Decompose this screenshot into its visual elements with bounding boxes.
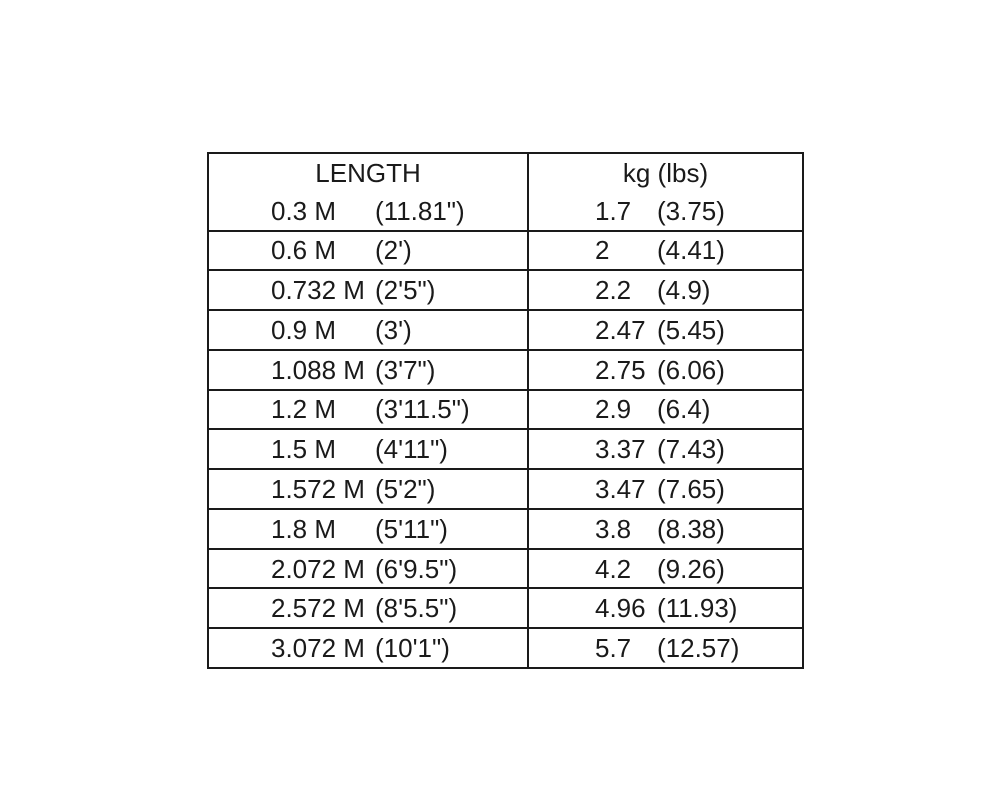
weight-lbs-value: (9.26) [657, 553, 725, 584]
weight-cell: 3.8 (8.38) [529, 510, 802, 548]
table-row: 1.088 M (3'7") 2.75 (6.06) [209, 348, 802, 389]
weight-lbs-value: (6.06) [657, 354, 725, 385]
length-metric-value: 1.5 M [271, 434, 337, 465]
weight-kg-value: 2.2 [595, 275, 632, 306]
length-cell: 1.2 M (3'11.5") [209, 390, 529, 429]
weight-kg-value: 2.75 [595, 354, 646, 385]
length-metric-value: 0.6 M [271, 235, 337, 266]
length-cell: 0.732 M (2'5") [209, 271, 529, 310]
length-imperial-value: (11.81") [375, 195, 465, 226]
length-metric-value: 0.732 M [271, 275, 365, 306]
length-imperial-value: (5'11") [375, 513, 448, 544]
length-imperial-value: (6'9.5") [375, 553, 458, 584]
length-cell: 2.072 M (6'9.5") [209, 549, 529, 588]
length-imperial-value: (8'5.5") [375, 593, 458, 624]
weight-lbs-value: (11.93) [657, 593, 738, 624]
weight-lbs-value: (8.38) [657, 513, 725, 544]
weight-lbs-value: (3.75) [657, 195, 725, 226]
length-imperial-value: (10'1") [375, 633, 450, 664]
length-cell: 3.072 M (10'1") [209, 629, 529, 667]
length-metric-value: 1.088 M [271, 354, 365, 385]
length-imperial-value: (3') [375, 314, 412, 345]
length-cell: 0.3 M (11.81") [209, 191, 529, 230]
table-row: 2.572 M (8'5.5") 4.96 (11.93) [209, 587, 802, 628]
length-imperial-value: (3'11.5") [375, 394, 470, 425]
weight-cell: 2.75 (6.06) [529, 351, 802, 389]
weight-kg-value: 2.47 [595, 314, 646, 345]
table-row: 1.8 M (5'11") 3.8 (8.38) [209, 507, 802, 548]
length-metric-value: 3.072 M [271, 633, 365, 664]
weight-cell: 3.47 (7.65) [529, 470, 802, 508]
weight-cell: 4.2 (9.26) [529, 550, 802, 588]
weight-column-header: kg (lbs) [622, 157, 709, 188]
weight-cell: 2.9 (6.4) [529, 391, 802, 429]
table-row: 1.2 M (3'11.5") 2.9 (6.4) [209, 388, 802, 429]
length-imperial-value: (4'11") [375, 434, 448, 465]
weight-cell: 2 (4.41) [529, 232, 802, 270]
weight-kg-value: 2.9 [595, 394, 632, 425]
weight-cell: 4.96 (11.93) [529, 589, 802, 627]
length-cell: 1.8 M (5'11") [209, 509, 529, 548]
length-imperial-value: (3'7") [375, 354, 436, 385]
weight-lbs-value: (5.45) [657, 314, 725, 345]
length-weight-table: LENGTH kg (lbs) 0.3 M (11.81") 1.7 (3.75… [207, 152, 804, 669]
table-row: 0.3 M (11.81") 1.7 (3.75) [209, 191, 802, 230]
length-metric-value: 0.9 M [271, 314, 337, 345]
weight-cell: 5.7 (12.57) [529, 629, 802, 667]
weight-lbs-value: (4.9) [657, 275, 711, 306]
length-metric-value: 0.3 M [271, 195, 337, 226]
length-cell: 1.088 M (3'7") [209, 350, 529, 389]
weight-kg-value: 3.47 [595, 474, 646, 504]
table-row: 0.9 M (3') 2.47 (5.45) [209, 309, 802, 349]
weight-cell: 2.2 (4.9) [529, 271, 802, 309]
weight-kg-value: 1.7 [595, 195, 632, 226]
weight-cell: 1.7 (3.75) [529, 192, 802, 230]
length-metric-value: 2.072 M [271, 553, 365, 584]
length-imperial-value: (2'5") [375, 275, 436, 306]
weight-lbs-value: (12.57) [657, 633, 740, 664]
weight-lbs-value: (6.4) [657, 394, 711, 425]
table-row: 1.5 M (4'11") 3.37 (7.43) [209, 428, 802, 469]
table-row: 0.732 M (2'5") 2.2 (4.9) [209, 269, 802, 310]
weight-kg-value: 3.8 [595, 513, 632, 544]
length-metric-value: 1.2 M [271, 394, 337, 425]
table-row: 0.6 M (2') 2 (4.41) [209, 229, 802, 270]
length-metric-value: 1.572 M [271, 474, 365, 504]
weight-kg-value: 3.37 [595, 434, 646, 465]
weight-lbs-value: (7.43) [657, 434, 725, 465]
length-cell: 0.9 M (3') [209, 311, 529, 349]
length-metric-value: 2.572 M [271, 593, 365, 624]
length-metric-value: 1.8 M [271, 513, 337, 544]
length-cell: 1.572 M (5'2") [209, 470, 529, 508]
length-cell: 0.6 M (2') [209, 231, 529, 270]
weight-lbs-value: (4.41) [657, 235, 725, 266]
table-header-row: LENGTH kg (lbs) [209, 154, 802, 192]
table-row: 3.072 M (10'1") 5.7 (12.57) [209, 627, 802, 667]
length-imperial-value: (5'2") [375, 474, 436, 504]
weight-kg-value: 5.7 [595, 633, 632, 664]
table-row: 2.072 M (6'9.5") 4.2 (9.26) [209, 547, 802, 588]
length-cell: 2.572 M (8'5.5") [209, 589, 529, 628]
table-row: 1.572 M (5'2") 3.47 (7.65) [209, 468, 802, 508]
weight-kg-value: 2 [595, 235, 610, 266]
length-cell: 1.5 M (4'11") [209, 430, 529, 469]
length-column-header: LENGTH [209, 154, 529, 192]
weight-lbs-value: (7.65) [657, 474, 725, 504]
weight-kg-value: 4.2 [595, 553, 632, 584]
weight-cell: 2.47 (5.45) [529, 311, 802, 349]
weight-cell: 3.37 (7.43) [529, 430, 802, 468]
weight-kg-value: 4.96 [595, 593, 646, 624]
length-imperial-value: (2') [375, 235, 412, 266]
